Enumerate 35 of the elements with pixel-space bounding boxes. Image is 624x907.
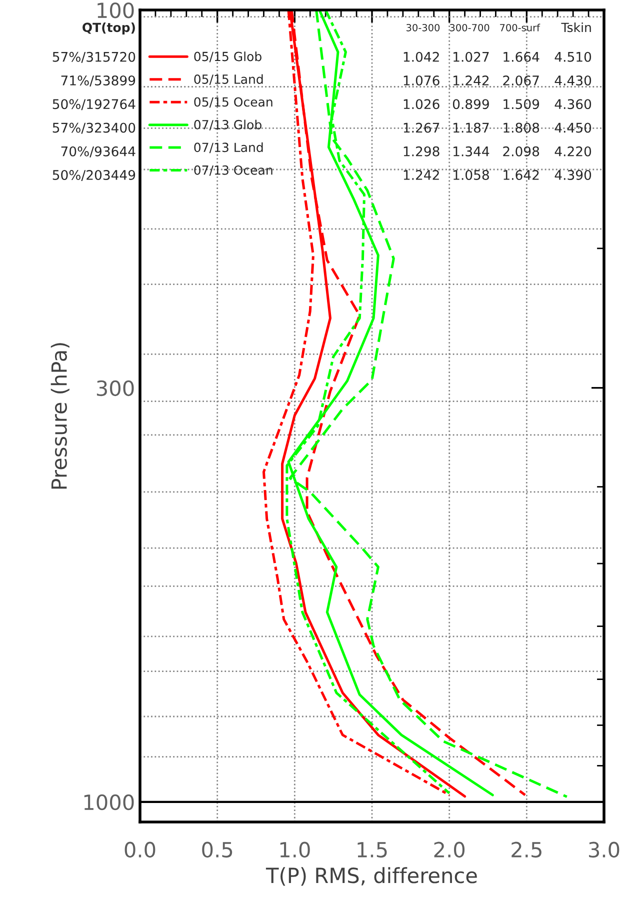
x-tick-label: 2.0 <box>434 842 465 858</box>
text: 70%/93644 <box>61 146 136 158</box>
legend-label: 05/15 Land <box>194 74 263 85</box>
y-tick-label: 100 <box>98 2 134 18</box>
y-tick-label: 300 <box>96 380 134 396</box>
x-tick-label: 0.5 <box>202 842 232 858</box>
legend-label: 05/15 Ocean <box>194 97 272 108</box>
annotation: Tskin <box>561 22 591 32</box>
annotation: 700-surf <box>500 24 540 32</box>
text: QT(top) <box>82 22 135 35</box>
x-axis-title: T(P) RMS, difference <box>266 867 477 886</box>
legend-label: 07/13 Glob <box>194 120 262 130</box>
annotation: 300-700 <box>450 24 490 32</box>
legend-label: 05/15 Glob <box>194 52 262 62</box>
legend-label: 07/13 Ocean <box>194 165 272 176</box>
text: 1.242 1.058 1.642 4.390 <box>404 170 592 180</box>
annotation: 1.298 1.344 2.098 4.220 <box>404 146 592 156</box>
x-tick-label: 2.5 <box>512 842 542 858</box>
x-tick-label: 3.0 <box>589 842 620 858</box>
x-tick-label: 0.0 <box>124 842 156 858</box>
x-tick-label: 1.5 <box>358 842 387 858</box>
legend-label: 07/13 Land <box>194 142 263 154</box>
y-axis-title: Pressure (hPa) <box>50 343 70 489</box>
y-tick-label: 1000 <box>84 794 134 810</box>
text: 71%/53899 <box>61 76 136 87</box>
text: 50%/203449 <box>52 170 136 182</box>
annotation: 1.267 1.187 1.808 4.450 <box>404 122 592 133</box>
text: 50%/192764 <box>52 99 136 110</box>
annotation: 30-300 <box>406 24 440 32</box>
x-tick-label: 1.0 <box>280 842 310 858</box>
annotation: 1.042 1.027 1.664 4.510 <box>404 52 592 62</box>
annotation: 1.026 0.899 1.509 4.360 <box>404 99 592 110</box>
text: 57%/315720 <box>52 52 136 63</box>
text: 57%/323400 <box>52 122 136 134</box>
text: 1.076 1.242 2.067 4.430 <box>404 76 592 86</box>
